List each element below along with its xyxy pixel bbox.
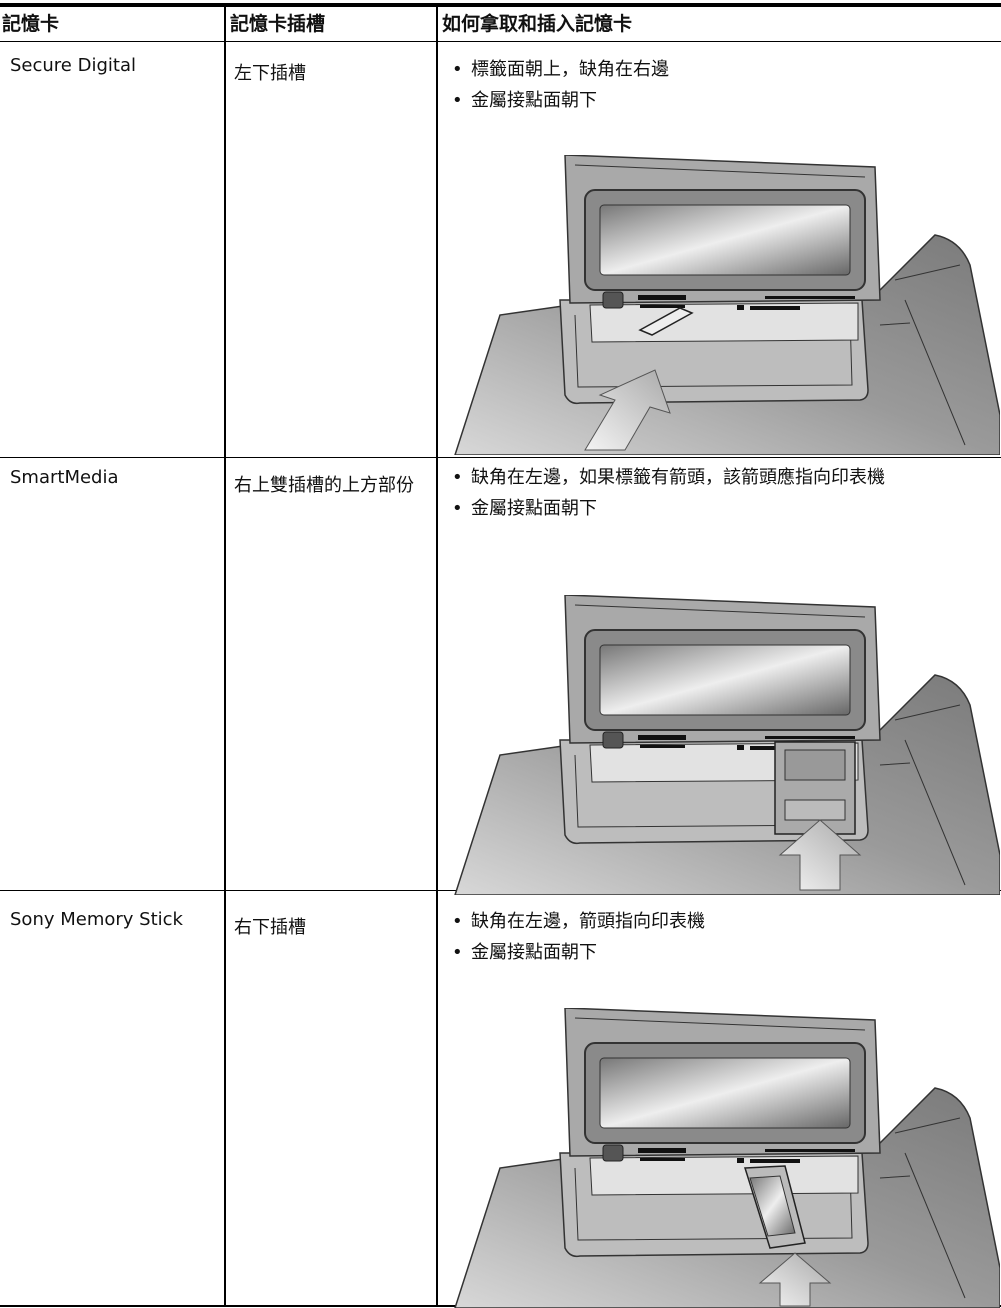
instruction: 金屬接點面朝下 <box>438 937 978 968</box>
column-header: 記憶卡 <box>2 13 60 35</box>
col-rule <box>436 3 438 1307</box>
instructions: 標籤面朝上，缺角在右邊 金屬接點面朝下 <box>438 54 978 116</box>
column-header: 如何拿取和插入記憶卡 <box>442 13 633 35</box>
instructions: 缺角在左邊，如果標籤有箭頭，該箭頭應指向印表機 金屬接點面朝下 <box>438 462 998 524</box>
illustration <box>440 1008 1000 1308</box>
card-name: Sony Memory Stick <box>10 909 183 930</box>
instruction: 缺角在左邊，箭頭指向印表機 <box>438 906 978 937</box>
instruction: 缺角在左邊，如果標籤有箭頭，該箭頭應指向印表機 <box>438 462 998 493</box>
instruction: 金屬接點面朝下 <box>438 85 978 116</box>
illustration <box>440 595 1000 895</box>
instructions: 缺角在左邊，箭頭指向印表機 金屬接點面朝下 <box>438 906 978 968</box>
slot: 左下插槽 <box>234 63 306 84</box>
instruction: 標籤面朝上，缺角在右邊 <box>438 54 978 85</box>
header-rule <box>0 41 1001 42</box>
card-name: SmartMedia <box>10 467 119 488</box>
instruction: 金屬接點面朝下 <box>438 493 998 524</box>
slot: 右下插槽 <box>234 917 306 938</box>
card-name: Secure Digital <box>10 55 136 76</box>
column-header: 記憶卡插槽 <box>230 13 326 35</box>
slot: 右上雙插槽的上方部份 <box>234 475 414 496</box>
top-rule <box>0 3 1001 7</box>
illustration <box>440 155 1000 455</box>
col-rule <box>224 3 226 1307</box>
row-rule <box>0 457 1001 458</box>
